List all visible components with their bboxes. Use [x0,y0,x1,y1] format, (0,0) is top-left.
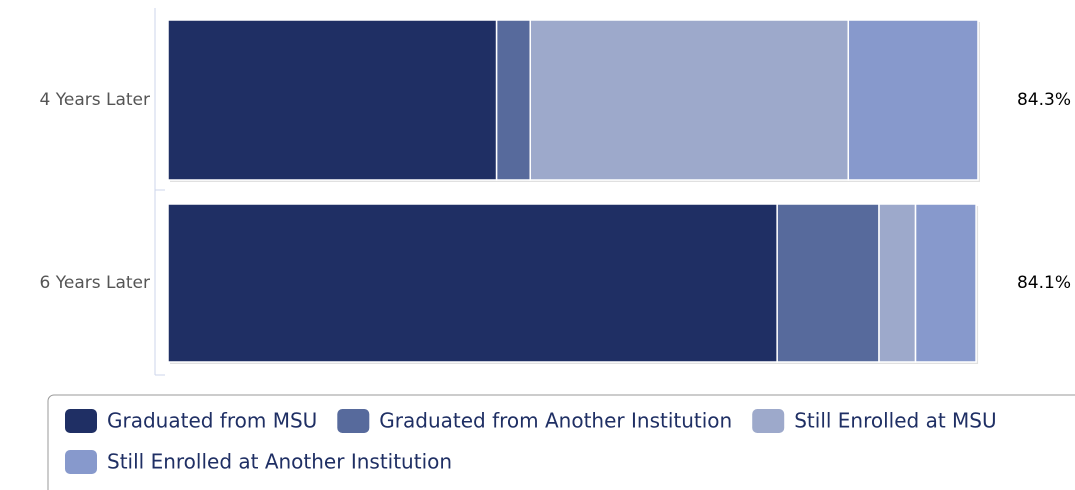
bar-segment [167,203,778,363]
bar-segment [529,19,850,181]
legend-swatch[interactable] [752,409,785,433]
bar-segment [847,19,979,181]
legend-swatch[interactable] [65,450,97,474]
total-label: 84.1% [1017,273,1071,293]
bar-segment [878,203,917,363]
legend-swatch[interactable] [337,409,370,433]
category-label: 6 Years Later [40,273,150,293]
legend-box [47,394,1075,490]
bar-segment [914,203,977,363]
legend-label[interactable]: Graduated from MSU [107,409,317,433]
total-label: 84.3% [1017,90,1071,110]
legend-swatch[interactable] [65,409,97,433]
bar-segment [776,203,880,363]
bar-segment [495,19,531,181]
bar-segment [167,19,498,181]
category-label: 4 Years Later [40,90,150,110]
legend-label[interactable]: Still Enrolled at Another Institution [107,450,452,474]
legend-label[interactable]: Still Enrolled at MSU [794,409,996,433]
legend-label[interactable]: Graduated from Another Institution [379,409,732,433]
